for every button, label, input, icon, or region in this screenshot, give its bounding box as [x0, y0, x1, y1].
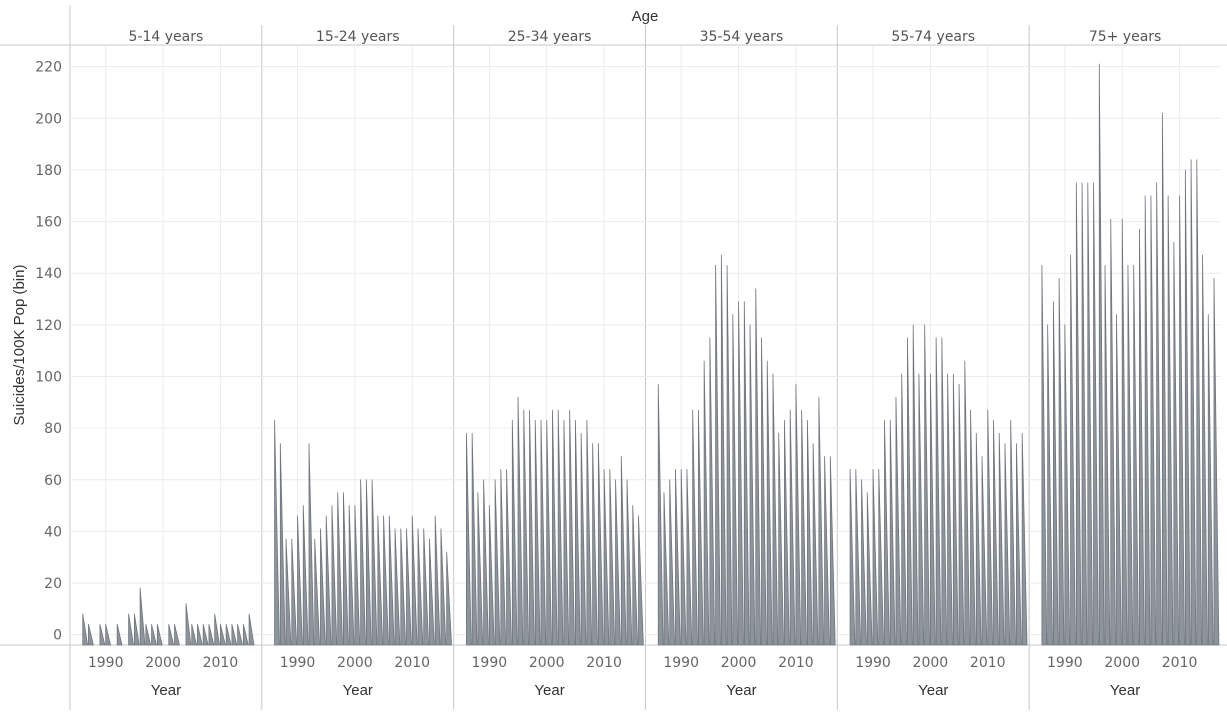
area-series-55-74-years: [849, 324, 1028, 646]
x-tick-label: 1990: [1047, 655, 1083, 671]
x-tick-label: 1990: [663, 655, 699, 671]
x-tick-label: 2010: [1162, 655, 1198, 671]
y-tick-label: 180: [35, 163, 62, 179]
x-axis-title: Year: [343, 682, 373, 699]
area-series-5-14-years: [82, 587, 255, 646]
x-axis-title: Year: [151, 682, 181, 699]
x-tick-label: 1990: [88, 655, 124, 671]
area-series-35-54-years: [657, 254, 836, 646]
y-tick-label: 100: [35, 369, 62, 385]
y-tick-label: 160: [35, 215, 62, 231]
x-tick-label: 1990: [472, 655, 508, 671]
y-tick-label: 40: [44, 524, 62, 540]
y-tick-label: 200: [35, 111, 62, 127]
x-tick-label: 2000: [1104, 655, 1140, 671]
x-axis-title: Year: [726, 682, 756, 699]
x-tick-label: 2010: [970, 655, 1006, 671]
y-tick-label: 80: [44, 421, 62, 437]
y-tick-label: 120: [35, 318, 62, 334]
facet-header-title: Age: [632, 8, 659, 25]
facet-label: 5-14 years: [129, 29, 204, 45]
y-axis-title: Suicides/100K Pop (bin): [11, 265, 28, 426]
y-tick-label: 20: [44, 576, 62, 592]
facet-label: 25-34 years: [508, 29, 592, 45]
x-tick-label: 2010: [586, 655, 622, 671]
x-tick-label: 2000: [337, 655, 373, 671]
y-tick-label: 0: [53, 628, 62, 644]
facet-label: 55-74 years: [891, 29, 975, 45]
x-tick-label: 2000: [145, 655, 181, 671]
area-series-25-34-years: [466, 396, 644, 646]
x-tick-label: 2000: [913, 655, 949, 671]
x-axis-title: Year: [534, 682, 564, 699]
x-tick-label: 1990: [280, 655, 316, 671]
x-tick-label: 2000: [529, 655, 565, 671]
y-tick-label: 220: [35, 60, 62, 76]
facet-label: 15-24 years: [316, 29, 400, 45]
y-tick-label: 60: [44, 473, 62, 489]
x-axis-title: Year: [918, 682, 948, 699]
y-tick-label: 140: [35, 266, 62, 282]
x-tick-label: 1990: [855, 655, 891, 671]
x-tick-label: 2000: [721, 655, 757, 671]
x-tick-label: 2010: [778, 655, 814, 671]
x-tick-label: 2010: [394, 655, 430, 671]
x-tick-label: 2010: [203, 655, 239, 671]
x-axis-title: Year: [1110, 682, 1140, 699]
axis-labels: 0 20 40 60 80 100 120 140 160 180 200 220 5-14 years…: [35, 29, 1197, 699]
area-series-75-years: [1041, 63, 1220, 646]
facet-label: 75+ years: [1089, 29, 1162, 45]
plot-marks: [82, 63, 1220, 646]
area-series-15-24-years: [274, 419, 452, 646]
facet-label: 35-54 years: [700, 29, 784, 45]
